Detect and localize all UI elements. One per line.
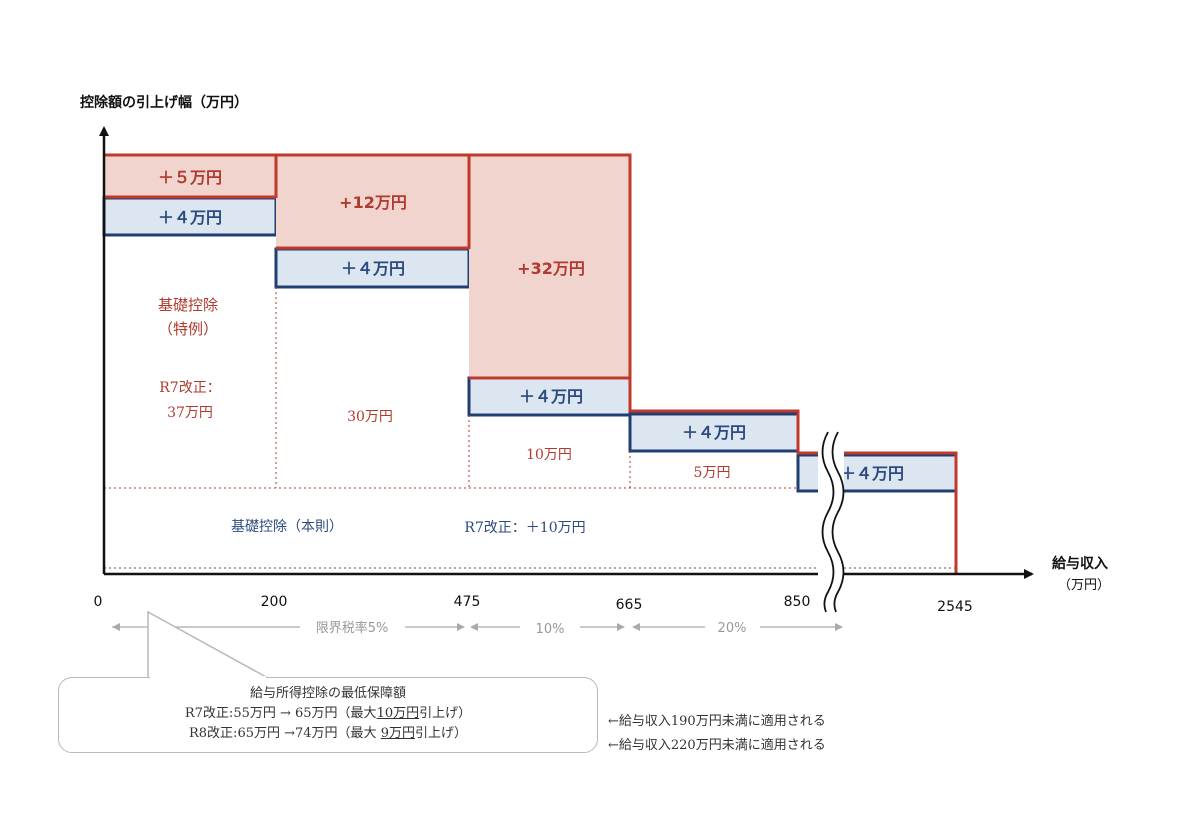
red-box-3	[469, 155, 630, 378]
callout-line-1-a: R7改正:55万円 → 65万円（最大	[184, 706, 377, 721]
blue-box-1	[102, 196, 278, 237]
red-label-2: +12万円	[339, 193, 407, 212]
honsoku-label: 基礎控除（本則）	[231, 518, 343, 535]
rate-label-10: 10%	[536, 622, 565, 637]
base-label-1a: 基礎控除	[158, 296, 218, 314]
base-label-1d: 37万円	[167, 405, 213, 421]
blue-label-3: ＋４万円	[519, 387, 583, 406]
bracket-475-665: +32万円 ＋４万円 10万円	[467, 155, 632, 463]
callout-line-1-underline: 10万円	[376, 706, 420, 721]
base-label-2: 30万円	[347, 409, 393, 425]
rate-label-5: 限界税率5%	[316, 620, 389, 636]
honsoku-value: R7改正：＋10万円	[464, 520, 585, 536]
bracket-200-475: +12万円 ＋４万円 30万円	[274, 155, 471, 425]
callout-box: 給与所得控除の最低保障額 R7改正:55万円 → 65万円（最大10万円引上げ）…	[58, 677, 598, 753]
callout-title: 給与所得控除の最低保障額	[249, 686, 406, 701]
blue-label-1: ＋４万円	[158, 208, 222, 227]
base-label-1c: R7改正：	[159, 380, 220, 396]
marginal-rate-arrows	[112, 623, 843, 631]
blue-label-5: ＋４万円	[840, 464, 904, 483]
red-outline	[104, 153, 958, 574]
rate-label-20: 20%	[718, 621, 747, 636]
red-label-3: +32万円	[517, 259, 585, 278]
tick-2545: 2545	[937, 599, 973, 615]
axis-break-icon	[818, 430, 845, 613]
tick-850: 850	[784, 594, 811, 610]
callout-pointer	[147, 610, 269, 679]
tick-labels: 0 200 475 665 850 2545	[94, 594, 973, 615]
callout-line-2-underline: 9万円	[380, 726, 415, 741]
callout-line-2-b: 引上げ）	[414, 726, 467, 741]
callout-pointer-joint	[150, 676, 266, 680]
red-label-1: ＋５万円	[158, 168, 222, 187]
x-axis-label: 給与収入	[1052, 555, 1108, 572]
tick-475: 475	[454, 594, 481, 610]
bracket-0-200: ＋５万円 ＋４万円 基礎控除 （特例） R7改正： 37万円	[102, 155, 278, 421]
callout-line-2: R8改正:65万円 →74万円（最大 9万円引上げ）	[59, 724, 597, 744]
blue-box-4	[628, 412, 800, 453]
blue-label-2: ＋４万円	[341, 259, 405, 278]
y-axis-label: 控除額の引上げ幅（万円）	[80, 94, 248, 111]
base-label-1b: （特例）	[158, 320, 218, 338]
bracket-665-850: ＋４万円 5万円	[628, 412, 800, 481]
base-label-3: 10万円	[526, 447, 572, 463]
red-box-2	[276, 155, 469, 248]
blue-label-4: ＋４万円	[682, 423, 746, 442]
dotted-dividers	[104, 287, 956, 569]
side-note-2: ←給与収入220万円未満に適用される	[608, 738, 826, 753]
red-inner-lines	[104, 155, 630, 380]
red-box-1	[104, 155, 276, 197]
callout-line-1: R7改正:55万円 → 65万円（最大10万円引上げ）	[59, 704, 597, 724]
side-note-1: ←給与収入190万円未満に適用される	[608, 714, 826, 729]
x-axis-unit: （万円）	[1058, 578, 1110, 593]
tick-665: 665	[616, 597, 643, 613]
callout-line-2-a: R8改正:65万円 →74万円（最大	[189, 726, 381, 741]
callout-line-1-b: 引上げ）	[419, 706, 472, 721]
tick-0: 0	[94, 594, 103, 610]
tick-200: 200	[261, 594, 288, 610]
base-label-4: 5万円	[694, 465, 731, 481]
